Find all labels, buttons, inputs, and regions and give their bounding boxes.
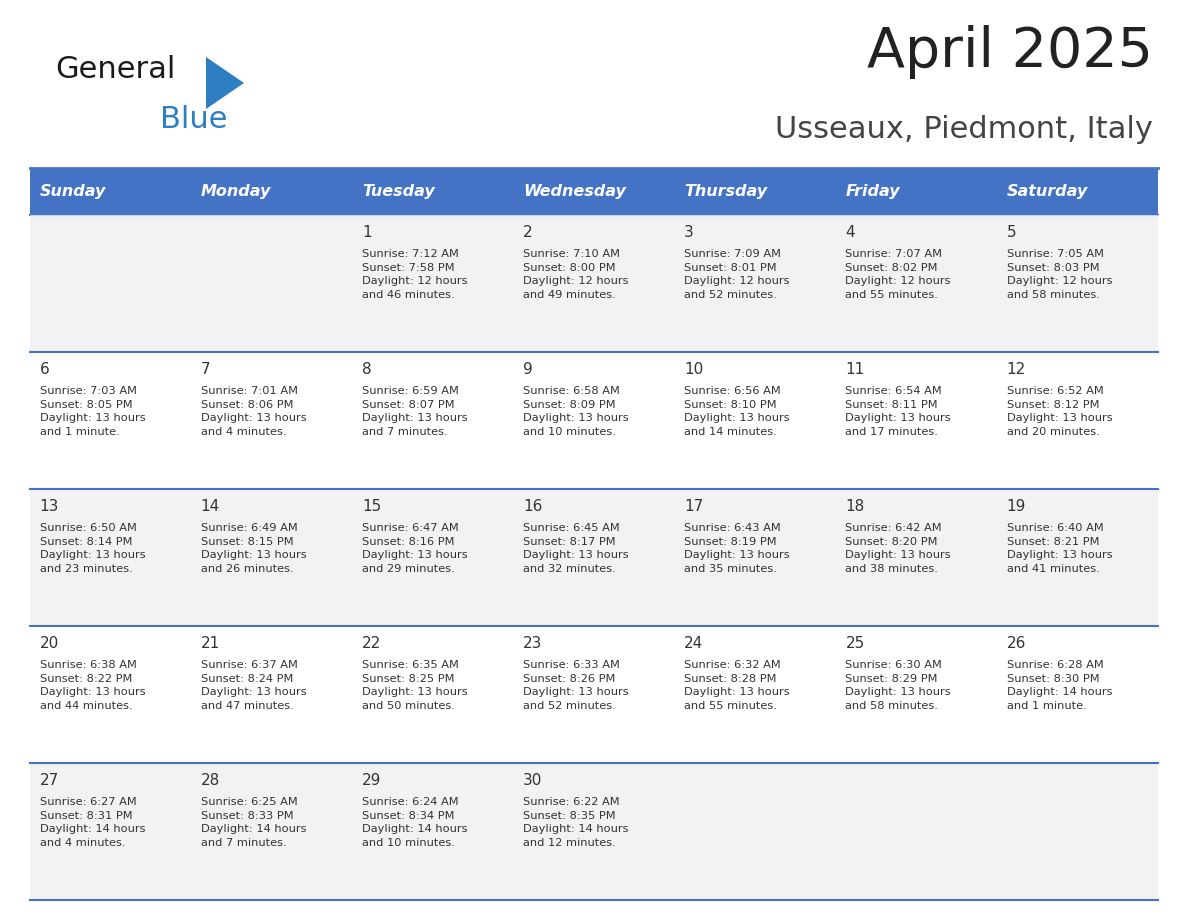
Text: 29: 29: [362, 773, 381, 788]
Text: Sunrise: 6:25 AM
Sunset: 8:33 PM
Daylight: 14 hours
and 7 minutes.: Sunrise: 6:25 AM Sunset: 8:33 PM Dayligh…: [201, 797, 307, 848]
Text: Sunrise: 6:45 AM
Sunset: 8:17 PM
Daylight: 13 hours
and 32 minutes.: Sunrise: 6:45 AM Sunset: 8:17 PM Dayligh…: [523, 523, 628, 574]
Text: 7: 7: [201, 362, 210, 376]
Text: 16: 16: [523, 498, 543, 513]
Text: Thursday: Thursday: [684, 184, 767, 199]
Text: 1: 1: [362, 225, 372, 240]
Bar: [353, 168, 513, 215]
Text: Sunrise: 6:49 AM
Sunset: 8:15 PM
Daylight: 13 hours
and 26 minutes.: Sunrise: 6:49 AM Sunset: 8:15 PM Dayligh…: [201, 523, 307, 574]
Text: Usseaux, Piedmont, Italy: Usseaux, Piedmont, Italy: [775, 115, 1154, 144]
Text: 17: 17: [684, 498, 703, 513]
Text: Sunrise: 6:38 AM
Sunset: 8:22 PM
Daylight: 13 hours
and 44 minutes.: Sunrise: 6:38 AM Sunset: 8:22 PM Dayligh…: [39, 660, 145, 711]
Text: Sunrise: 7:01 AM
Sunset: 8:06 PM
Daylight: 13 hours
and 4 minutes.: Sunrise: 7:01 AM Sunset: 8:06 PM Dayligh…: [201, 386, 307, 437]
Text: 24: 24: [684, 635, 703, 651]
Bar: [997, 168, 1158, 215]
Text: 19: 19: [1006, 498, 1026, 513]
Text: Sunrise: 7:10 AM
Sunset: 8:00 PM
Daylight: 12 hours
and 49 minutes.: Sunrise: 7:10 AM Sunset: 8:00 PM Dayligh…: [523, 250, 628, 300]
Text: Sunrise: 7:03 AM
Sunset: 8:05 PM
Daylight: 13 hours
and 1 minute.: Sunrise: 7:03 AM Sunset: 8:05 PM Dayligh…: [39, 386, 145, 437]
Text: 13: 13: [39, 498, 59, 513]
Text: Sunrise: 6:40 AM
Sunset: 8:21 PM
Daylight: 13 hours
and 41 minutes.: Sunrise: 6:40 AM Sunset: 8:21 PM Dayligh…: [1006, 523, 1112, 574]
Text: Sunrise: 6:33 AM
Sunset: 8:26 PM
Daylight: 13 hours
and 52 minutes.: Sunrise: 6:33 AM Sunset: 8:26 PM Dayligh…: [523, 660, 628, 711]
Text: Sunrise: 6:52 AM
Sunset: 8:12 PM
Daylight: 13 hours
and 20 minutes.: Sunrise: 6:52 AM Sunset: 8:12 PM Dayligh…: [1006, 386, 1112, 437]
Bar: [30, 352, 1158, 489]
Text: Sunrise: 6:37 AM
Sunset: 8:24 PM
Daylight: 13 hours
and 47 minutes.: Sunrise: 6:37 AM Sunset: 8:24 PM Dayligh…: [201, 660, 307, 711]
Text: Monday: Monday: [201, 184, 271, 199]
Text: 20: 20: [39, 635, 59, 651]
Bar: [835, 168, 997, 215]
Text: Saturday: Saturday: [1006, 184, 1088, 199]
Text: 30: 30: [523, 773, 543, 788]
Text: Blue: Blue: [160, 105, 227, 134]
Text: Sunrise: 6:54 AM
Sunset: 8:11 PM
Daylight: 13 hours
and 17 minutes.: Sunrise: 6:54 AM Sunset: 8:11 PM Dayligh…: [846, 386, 952, 437]
Text: Sunrise: 6:35 AM
Sunset: 8:25 PM
Daylight: 13 hours
and 50 minutes.: Sunrise: 6:35 AM Sunset: 8:25 PM Dayligh…: [362, 660, 468, 711]
Text: 21: 21: [201, 635, 220, 651]
Bar: [513, 168, 675, 215]
Text: 12: 12: [1006, 362, 1025, 376]
Text: Sunrise: 6:22 AM
Sunset: 8:35 PM
Daylight: 14 hours
and 12 minutes.: Sunrise: 6:22 AM Sunset: 8:35 PM Dayligh…: [523, 797, 628, 848]
Bar: [30, 168, 191, 215]
Text: Sunrise: 6:50 AM
Sunset: 8:14 PM
Daylight: 13 hours
and 23 minutes.: Sunrise: 6:50 AM Sunset: 8:14 PM Dayligh…: [39, 523, 145, 574]
Text: Sunrise: 6:24 AM
Sunset: 8:34 PM
Daylight: 14 hours
and 10 minutes.: Sunrise: 6:24 AM Sunset: 8:34 PM Dayligh…: [362, 797, 467, 848]
Text: Sunrise: 6:42 AM
Sunset: 8:20 PM
Daylight: 13 hours
and 38 minutes.: Sunrise: 6:42 AM Sunset: 8:20 PM Dayligh…: [846, 523, 952, 574]
Text: Tuesday: Tuesday: [362, 184, 435, 199]
Text: Sunrise: 7:07 AM
Sunset: 8:02 PM
Daylight: 12 hours
and 55 minutes.: Sunrise: 7:07 AM Sunset: 8:02 PM Dayligh…: [846, 250, 950, 300]
Text: 25: 25: [846, 635, 865, 651]
Polygon shape: [206, 57, 244, 109]
Text: Sunrise: 7:12 AM
Sunset: 7:58 PM
Daylight: 12 hours
and 46 minutes.: Sunrise: 7:12 AM Sunset: 7:58 PM Dayligh…: [362, 250, 467, 300]
Text: 6: 6: [39, 362, 50, 376]
Bar: [30, 626, 1158, 763]
Text: Sunrise: 6:59 AM
Sunset: 8:07 PM
Daylight: 13 hours
and 7 minutes.: Sunrise: 6:59 AM Sunset: 8:07 PM Dayligh…: [362, 386, 468, 437]
Text: Sunrise: 7:05 AM
Sunset: 8:03 PM
Daylight: 12 hours
and 58 minutes.: Sunrise: 7:05 AM Sunset: 8:03 PM Dayligh…: [1006, 250, 1112, 300]
Text: 2: 2: [523, 225, 532, 240]
Text: 5: 5: [1006, 225, 1016, 240]
Text: Sunday: Sunday: [39, 184, 106, 199]
Text: Sunrise: 6:27 AM
Sunset: 8:31 PM
Daylight: 14 hours
and 4 minutes.: Sunrise: 6:27 AM Sunset: 8:31 PM Dayligh…: [39, 797, 145, 848]
Text: 23: 23: [523, 635, 543, 651]
Text: Wednesday: Wednesday: [523, 184, 626, 199]
Text: Sunrise: 6:58 AM
Sunset: 8:09 PM
Daylight: 13 hours
and 10 minutes.: Sunrise: 6:58 AM Sunset: 8:09 PM Dayligh…: [523, 386, 628, 437]
Text: Sunrise: 6:32 AM
Sunset: 8:28 PM
Daylight: 13 hours
and 55 minutes.: Sunrise: 6:32 AM Sunset: 8:28 PM Dayligh…: [684, 660, 790, 711]
Text: Sunrise: 6:28 AM
Sunset: 8:30 PM
Daylight: 14 hours
and 1 minute.: Sunrise: 6:28 AM Sunset: 8:30 PM Dayligh…: [1006, 660, 1112, 711]
Text: 22: 22: [362, 635, 381, 651]
Text: Sunrise: 7:09 AM
Sunset: 8:01 PM
Daylight: 12 hours
and 52 minutes.: Sunrise: 7:09 AM Sunset: 8:01 PM Dayligh…: [684, 250, 790, 300]
Text: 11: 11: [846, 362, 865, 376]
Text: Friday: Friday: [846, 184, 901, 199]
Bar: [30, 215, 1158, 352]
Bar: [30, 763, 1158, 900]
Text: General: General: [55, 55, 176, 84]
Text: Sunrise: 6:43 AM
Sunset: 8:19 PM
Daylight: 13 hours
and 35 minutes.: Sunrise: 6:43 AM Sunset: 8:19 PM Dayligh…: [684, 523, 790, 574]
Bar: [191, 168, 353, 215]
Text: 4: 4: [846, 225, 855, 240]
Text: Sunrise: 6:56 AM
Sunset: 8:10 PM
Daylight: 13 hours
and 14 minutes.: Sunrise: 6:56 AM Sunset: 8:10 PM Dayligh…: [684, 386, 790, 437]
Text: 18: 18: [846, 498, 865, 513]
Text: 27: 27: [39, 773, 59, 788]
Text: 15: 15: [362, 498, 381, 513]
Text: 8: 8: [362, 362, 372, 376]
Text: 3: 3: [684, 225, 694, 240]
Text: 28: 28: [201, 773, 220, 788]
Text: 26: 26: [1006, 635, 1026, 651]
Text: 14: 14: [201, 498, 220, 513]
Bar: [30, 489, 1158, 626]
Text: Sunrise: 6:47 AM
Sunset: 8:16 PM
Daylight: 13 hours
and 29 minutes.: Sunrise: 6:47 AM Sunset: 8:16 PM Dayligh…: [362, 523, 468, 574]
Text: 10: 10: [684, 362, 703, 376]
Text: Sunrise: 6:30 AM
Sunset: 8:29 PM
Daylight: 13 hours
and 58 minutes.: Sunrise: 6:30 AM Sunset: 8:29 PM Dayligh…: [846, 660, 952, 711]
Text: 9: 9: [523, 362, 533, 376]
Bar: [675, 168, 835, 215]
Text: April 2025: April 2025: [867, 25, 1154, 79]
